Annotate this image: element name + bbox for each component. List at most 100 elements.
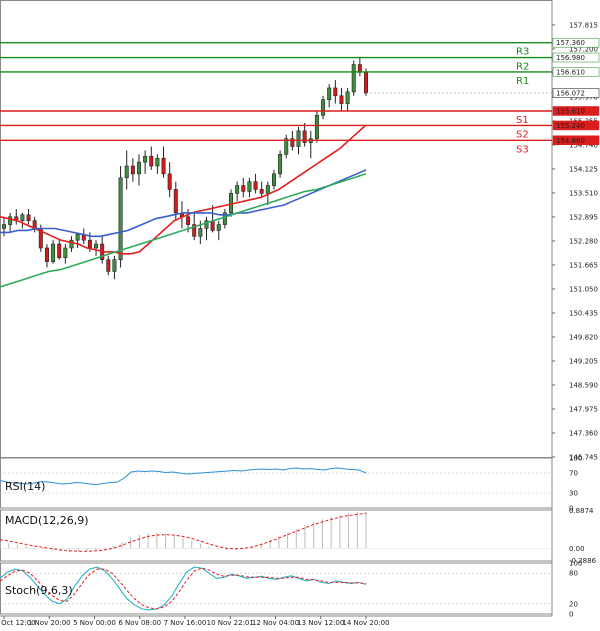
indicator-panel-frame [0, 562, 553, 615]
candle-body-up [112, 259, 117, 272]
indicator-panel-1: 100 70 30 0 RSI(14) [0, 455, 582, 513]
candle-body-up [296, 130, 301, 147]
candle-body-up [198, 228, 203, 237]
candle-body-up [155, 157, 160, 167]
candle [314, 111, 319, 143]
price-tick-label: 147.360 [569, 429, 598, 437]
candle-body-down [167, 173, 172, 190]
time-tick-label: 7 Nov 16:00 [164, 619, 207, 627]
candle-body-down [161, 157, 166, 175]
indicator-tick-label: 0.8874 [569, 507, 594, 515]
candle [143, 150, 148, 174]
candle [106, 255, 111, 276]
current-price-box [552, 88, 600, 98]
time-axis: 31 Oct 12:001 Nov 20:005 Nov 00:006 Nov … [0, 615, 552, 627]
candle-body-up [327, 87, 332, 100]
price-tick-label: 149.205 [569, 357, 598, 365]
moving-average-slow-line [0, 173, 367, 288]
price-tick-label: 151.665 [569, 261, 598, 269]
candle [284, 134, 289, 159]
candle [57, 240, 62, 260]
stoch-k-line [0, 566, 367, 611]
level-value-label: 154.860 [556, 137, 585, 145]
price-tick-label: 151.050 [569, 285, 598, 293]
candle [149, 146, 154, 170]
price-tick-label: 146.745 [569, 454, 598, 462]
price-tick-label: 147.975 [569, 405, 598, 413]
candle [235, 181, 240, 202]
macd-signal-line [0, 512, 367, 552]
candle [259, 181, 264, 198]
candle-body-down [241, 185, 246, 192]
candle [204, 216, 209, 241]
indicator-panels: 100 70 30 0 RSI(14) 0.8874 0.00 -0.2886 MACD(12,… [0, 455, 597, 619]
level-label-s1: S1 [516, 115, 529, 126]
indicator-tick-label: 0 [569, 611, 573, 619]
candle [216, 220, 221, 241]
candle-body-up [345, 91, 350, 104]
candle [253, 173, 258, 194]
candle-body-down [364, 72, 368, 94]
candle-body-down [57, 243, 62, 259]
candle [167, 162, 172, 198]
price-tick-label: 153.510 [569, 189, 598, 197]
price-tick-label: 152.895 [569, 213, 598, 221]
indicator-panel-frame [0, 509, 553, 562]
candle [351, 60, 356, 96]
candle [136, 154, 141, 186]
price-tick-label: 148.590 [569, 381, 598, 389]
candle-body-up [2, 224, 6, 229]
level-value-box [552, 120, 600, 131]
candle-body-up [278, 154, 283, 175]
candle-body-down [302, 130, 307, 143]
stoch-d-line [0, 567, 367, 610]
indicator-tick-label: 100 [569, 560, 582, 568]
candle-body-down [26, 214, 31, 221]
indicator-panel-frame [0, 457, 553, 509]
indicator-tick-label: 0 [569, 505, 573, 513]
candle [26, 208, 31, 225]
level-value-label: 155.610 [556, 107, 585, 115]
candle-body-up [222, 212, 227, 225]
candle [247, 177, 252, 198]
candle-body-up [51, 243, 56, 262]
candle-body-down [339, 95, 344, 104]
candle-body-down [253, 181, 258, 190]
level-value-label: 156.980 [556, 54, 585, 62]
candle-body-up [8, 216, 13, 225]
candle [271, 169, 276, 190]
level-value-label: 155.240 [556, 122, 585, 130]
candle-body-up [124, 165, 129, 179]
candle-body-up [20, 214, 25, 221]
level-value-box [552, 52, 600, 63]
indicator-tick-label: 80 [569, 570, 578, 578]
candle-body-up [63, 247, 68, 259]
level-label-r3: R3 [516, 47, 529, 58]
candle-body-down [130, 165, 135, 175]
indicator-tick-label: -0.2886 [569, 557, 597, 565]
candle [69, 236, 74, 252]
candle-body-up [204, 220, 209, 229]
candle-body-up [284, 138, 289, 155]
candle [321, 95, 326, 120]
candle [112, 255, 117, 280]
time-tick-label: 13 Nov 12:00 [297, 619, 344, 627]
candle-body-up [143, 155, 148, 163]
candle-body-up [321, 99, 326, 116]
candle-body-up [351, 64, 356, 93]
candle-body-down [106, 259, 111, 272]
indicator-tick-label: 30 [569, 490, 578, 498]
indicator-panel-2: 0.8874 0.00 -0.2886 MACD(12,26,9) [0, 507, 597, 565]
candle [94, 240, 99, 256]
level-value-box [552, 135, 600, 146]
indicator-panel-3: 100 80 20 0 Stoch(9,6,3) [0, 560, 582, 619]
price-tick-label: 154.125 [569, 165, 598, 173]
moving-average-fast-line [0, 124, 367, 255]
level-value-box [552, 106, 600, 116]
candle [155, 154, 160, 174]
price-tick-label: 150.435 [569, 309, 598, 317]
level-value-label: 157.360 [556, 39, 585, 47]
candle-body-up [235, 185, 240, 194]
candle [333, 80, 338, 104]
